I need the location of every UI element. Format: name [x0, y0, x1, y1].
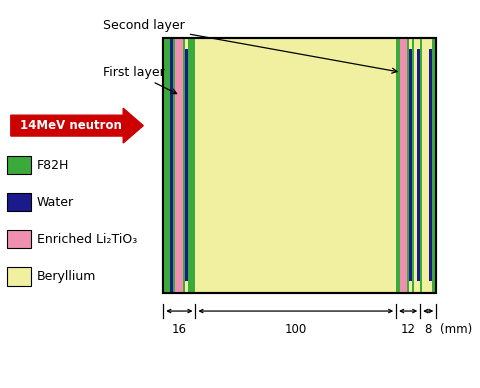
Text: 14MeV neutron: 14MeV neutron	[20, 119, 122, 132]
Text: F82H: F82H	[37, 159, 69, 171]
Bar	[396, 38, 400, 293]
Bar	[409, 49, 412, 281]
Text: 8: 8	[425, 323, 432, 336]
FancyArrow shape	[11, 108, 143, 143]
Text: 16: 16	[172, 323, 187, 336]
Bar	[7, 193, 31, 211]
Bar	[7, 156, 31, 174]
Bar	[420, 38, 422, 293]
Bar	[400, 38, 407, 293]
Bar	[407, 38, 409, 293]
Text: (mm): (mm)	[440, 323, 472, 336]
Text: 100: 100	[285, 323, 307, 336]
Bar	[7, 267, 31, 286]
Bar	[175, 38, 183, 293]
Bar	[432, 38, 436, 293]
Bar	[170, 38, 173, 293]
Bar	[412, 38, 414, 293]
Text: Water: Water	[37, 196, 74, 209]
Text: Beryllium: Beryllium	[37, 270, 96, 283]
Text: First layer: First layer	[103, 66, 177, 94]
Bar	[429, 49, 432, 281]
Text: 12: 12	[401, 323, 416, 336]
Bar	[183, 38, 185, 293]
Text: Enriched Li₂TiO₃: Enriched Li₂TiO₃	[37, 233, 137, 246]
Bar	[189, 38, 195, 293]
Bar	[173, 38, 175, 293]
Bar	[163, 38, 170, 293]
Bar	[417, 49, 420, 281]
Bar	[185, 49, 189, 281]
Text: Second layer: Second layer	[103, 19, 397, 73]
Bar	[163, 38, 436, 293]
Bar	[7, 230, 31, 248]
Bar	[163, 38, 436, 293]
